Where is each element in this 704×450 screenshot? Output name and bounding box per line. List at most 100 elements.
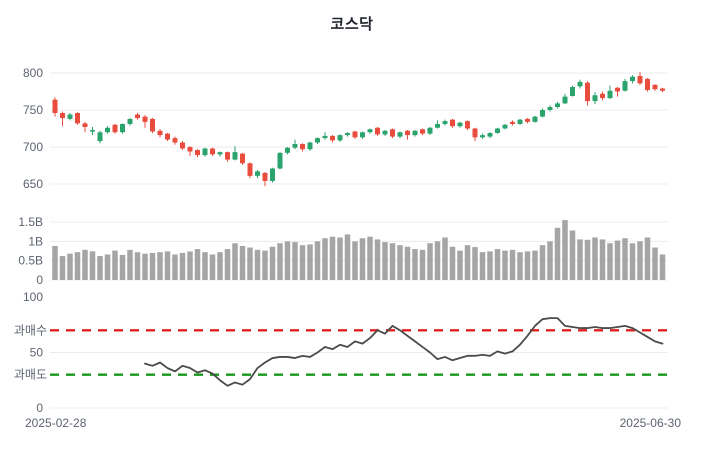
candle [622, 81, 628, 91]
candle [390, 129, 395, 137]
candle [300, 144, 305, 150]
volume-bar [269, 246, 276, 280]
candle [142, 116, 148, 122]
volume-bar [652, 247, 658, 280]
volume-bar [464, 245, 471, 280]
candle [255, 171, 260, 176]
volume-bar [262, 250, 268, 280]
candle [397, 132, 403, 137]
candle [262, 172, 268, 182]
volume-bar [149, 252, 156, 280]
candle [525, 118, 530, 122]
candle [112, 124, 118, 133]
volume-bar [517, 252, 523, 280]
candle [82, 123, 88, 128]
volume-bar [569, 230, 576, 280]
candle [75, 112, 80, 124]
volume-bars [52, 220, 666, 280]
candle [240, 153, 245, 164]
candle [330, 135, 335, 141]
volume-bar [532, 250, 538, 280]
candle [645, 78, 650, 91]
volume-bar [637, 241, 643, 280]
svg-text:1B: 1B [28, 234, 43, 248]
volume-bar [119, 254, 126, 280]
candle [292, 144, 298, 148]
volume-bar [509, 249, 516, 280]
candle [547, 107, 553, 110]
candle [555, 103, 560, 108]
candle [592, 95, 598, 102]
candle [465, 121, 470, 129]
volume-bar [329, 236, 336, 280]
volume-bar [52, 245, 58, 280]
candle [67, 114, 73, 119]
volume-bar [277, 243, 283, 280]
volume-bar [187, 251, 193, 280]
candle [420, 129, 425, 134]
svg-text:800: 800 [23, 66, 43, 80]
candle [405, 130, 410, 136]
volume-bar [389, 243, 396, 280]
candle [247, 163, 253, 176]
volume-bar [524, 251, 531, 280]
volume-bar [554, 227, 561, 280]
candle [225, 152, 230, 160]
volume-bar [419, 249, 426, 280]
volume-bar [374, 239, 381, 280]
volume-bar [284, 241, 291, 280]
candle [607, 90, 613, 99]
volume-bar [614, 240, 621, 280]
axis-tick-labels: 800 750 700 650 1.5B 1B 0.5B 0 100 50 0 [18, 66, 43, 415]
candle [562, 96, 568, 104]
volume-bar [74, 252, 81, 280]
candle [442, 121, 448, 125]
volume-bar [292, 242, 298, 280]
volume-bar [209, 254, 216, 280]
candle [577, 81, 583, 87]
svg-text:100: 100 [23, 290, 43, 304]
volume-bar [457, 250, 463, 280]
volume-bar [487, 251, 493, 280]
candle [60, 112, 65, 119]
candle [652, 84, 658, 90]
candle [450, 119, 455, 127]
volume-bar [472, 247, 478, 280]
volume-bar [599, 239, 606, 280]
volume-bar [112, 250, 118, 280]
candle [315, 138, 320, 143]
candle [97, 132, 103, 142]
volume-bar [577, 239, 583, 280]
volume-bar [622, 238, 628, 280]
candle [510, 121, 515, 125]
volume-bar [104, 254, 111, 280]
volume-bar [224, 249, 231, 280]
svg-text:과매도: 과매도 [14, 368, 47, 382]
x-axis-start-date: 2025-02-28 [25, 416, 87, 430]
volume-bar [644, 237, 651, 280]
candle [210, 148, 215, 155]
candle [570, 87, 575, 96]
volume-bar [449, 246, 456, 280]
candle [615, 87, 620, 92]
volume-bar [412, 249, 418, 280]
volume-bar [164, 251, 171, 280]
volume-bar [194, 249, 201, 280]
svg-text:750: 750 [23, 103, 43, 117]
x-axis-end-date: 2025-06-30 [619, 416, 681, 430]
candle [202, 148, 208, 156]
candle [337, 135, 343, 141]
candle [232, 152, 238, 160]
candle [307, 142, 313, 150]
volume-bar [502, 250, 508, 280]
volume-bar [382, 242, 388, 280]
candle [157, 130, 163, 136]
svg-text:1.5B: 1.5B [18, 215, 43, 229]
volume-bar [142, 253, 148, 280]
candle [517, 119, 523, 125]
volume-bar [97, 256, 103, 280]
volume-bar [67, 253, 73, 280]
volume-bar [82, 249, 88, 280]
volume-bar [562, 220, 568, 280]
